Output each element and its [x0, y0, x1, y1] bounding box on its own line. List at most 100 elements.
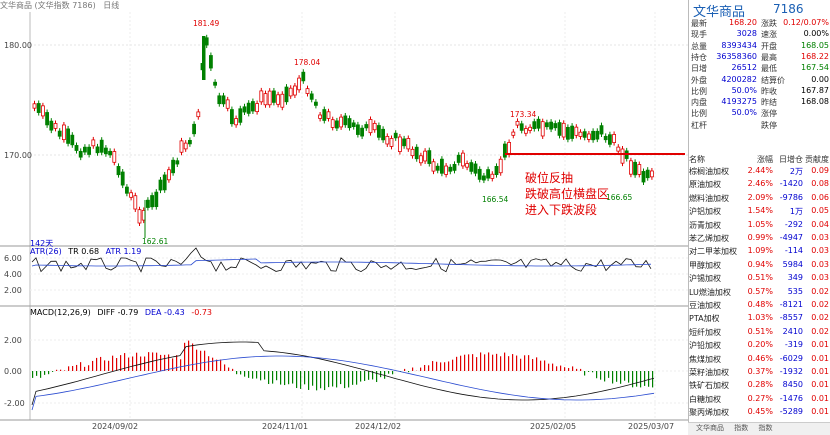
candle-body: [617, 147, 620, 151]
candle-body: [243, 107, 246, 112]
quote-row: 杠杆跌停: [689, 120, 830, 131]
tab-2[interactable]: 指数: [734, 424, 748, 432]
macd-bar: [340, 371, 341, 384]
row-name: 苯乙烯加权: [689, 233, 737, 244]
candle-body: [579, 132, 582, 136]
row-name: 沪锡加权: [689, 273, 737, 284]
macd-bar: [236, 371, 237, 374]
candle-body: [298, 78, 301, 90]
candle-body: [382, 129, 385, 140]
macd-bar: [128, 358, 129, 371]
macd-bar: [652, 371, 653, 387]
candle-body: [293, 86, 296, 95]
macd-bar: [104, 360, 105, 371]
col-name[interactable]: 名称: [689, 154, 737, 165]
macd-bar: [184, 343, 185, 371]
candle-body: [327, 112, 330, 119]
row-change: 1.09%: [739, 246, 773, 255]
macd-bar: [432, 361, 433, 371]
col-oi-change[interactable]: 日增仓: [773, 154, 803, 165]
macd-bar: [596, 371, 597, 378]
row-oi-change: -1476: [773, 394, 803, 403]
candle-body: [340, 117, 343, 127]
macd-bar: [132, 356, 133, 371]
candle-body: [251, 102, 254, 111]
candle-body: [398, 137, 401, 152]
candle-body: [424, 151, 427, 161]
diff-value: DIFF -0.79: [97, 308, 138, 317]
candle-body: [503, 144, 506, 157]
macd-bar: [276, 371, 277, 380]
row-contribution: 0.08: [803, 179, 829, 188]
row-oi-change: 1万: [773, 206, 803, 217]
quote-label: 昨收: [761, 86, 777, 97]
macd-bar: [72, 366, 73, 371]
quote-label: 最高: [761, 52, 777, 63]
y-label-180: 180.00: [4, 41, 32, 50]
quote-value: 167.87: [801, 86, 829, 95]
row-contribution: 0.09: [803, 166, 829, 175]
row-name: 沪铅加权: [689, 340, 737, 351]
macd-bar: [252, 371, 253, 379]
macd-bar: [164, 355, 165, 371]
tab-3[interactable]: 指数: [758, 424, 772, 432]
candle-body: [268, 91, 271, 105]
candle-body: [407, 138, 410, 148]
row-name: 沪铝加权: [689, 206, 737, 217]
macd-bar: [224, 364, 225, 371]
candle-body: [558, 123, 561, 136]
row-oi-change: -8121: [773, 300, 803, 309]
col-contribution[interactable]: 贡献度: [803, 154, 829, 165]
macd-bar: [212, 358, 213, 371]
candle-body: [117, 166, 120, 174]
row-oi-change: -114: [773, 246, 803, 255]
col-change[interactable]: 涨幅: [739, 154, 773, 165]
candle-body: [222, 96, 225, 104]
candle-body: [533, 122, 536, 129]
candle-body: [188, 140, 191, 143]
quote-label: 开盘: [761, 41, 777, 52]
macd-bar: [376, 371, 377, 382]
candle-body: [449, 167, 452, 171]
candle-body: [537, 119, 540, 128]
macd-bar: [384, 371, 385, 379]
row-contribution: 0.03: [803, 273, 829, 282]
chart-area[interactable]: 文华商品 (文华指数 7186) 日线 180.00 170.00 181.49…: [0, 0, 688, 434]
macd-bar: [216, 360, 217, 371]
candle-body: [218, 96, 221, 104]
macd-bar: [600, 371, 601, 380]
candle-body: [264, 94, 267, 105]
table-header: 名称 涨幅 日增仓 贡献度: [689, 154, 830, 165]
row-name: 沥青加权: [689, 220, 737, 231]
candle-body: [146, 200, 149, 207]
macd-bar: [296, 371, 297, 388]
quote-value: 8393434: [721, 41, 757, 50]
tab-1[interactable]: 文华商品: [696, 424, 724, 432]
candle-body: [151, 196, 154, 207]
macd-bar: [68, 366, 69, 371]
candle-body: [335, 121, 338, 128]
row-oi-change: -1932: [773, 367, 803, 376]
candle-body: [41, 106, 44, 116]
